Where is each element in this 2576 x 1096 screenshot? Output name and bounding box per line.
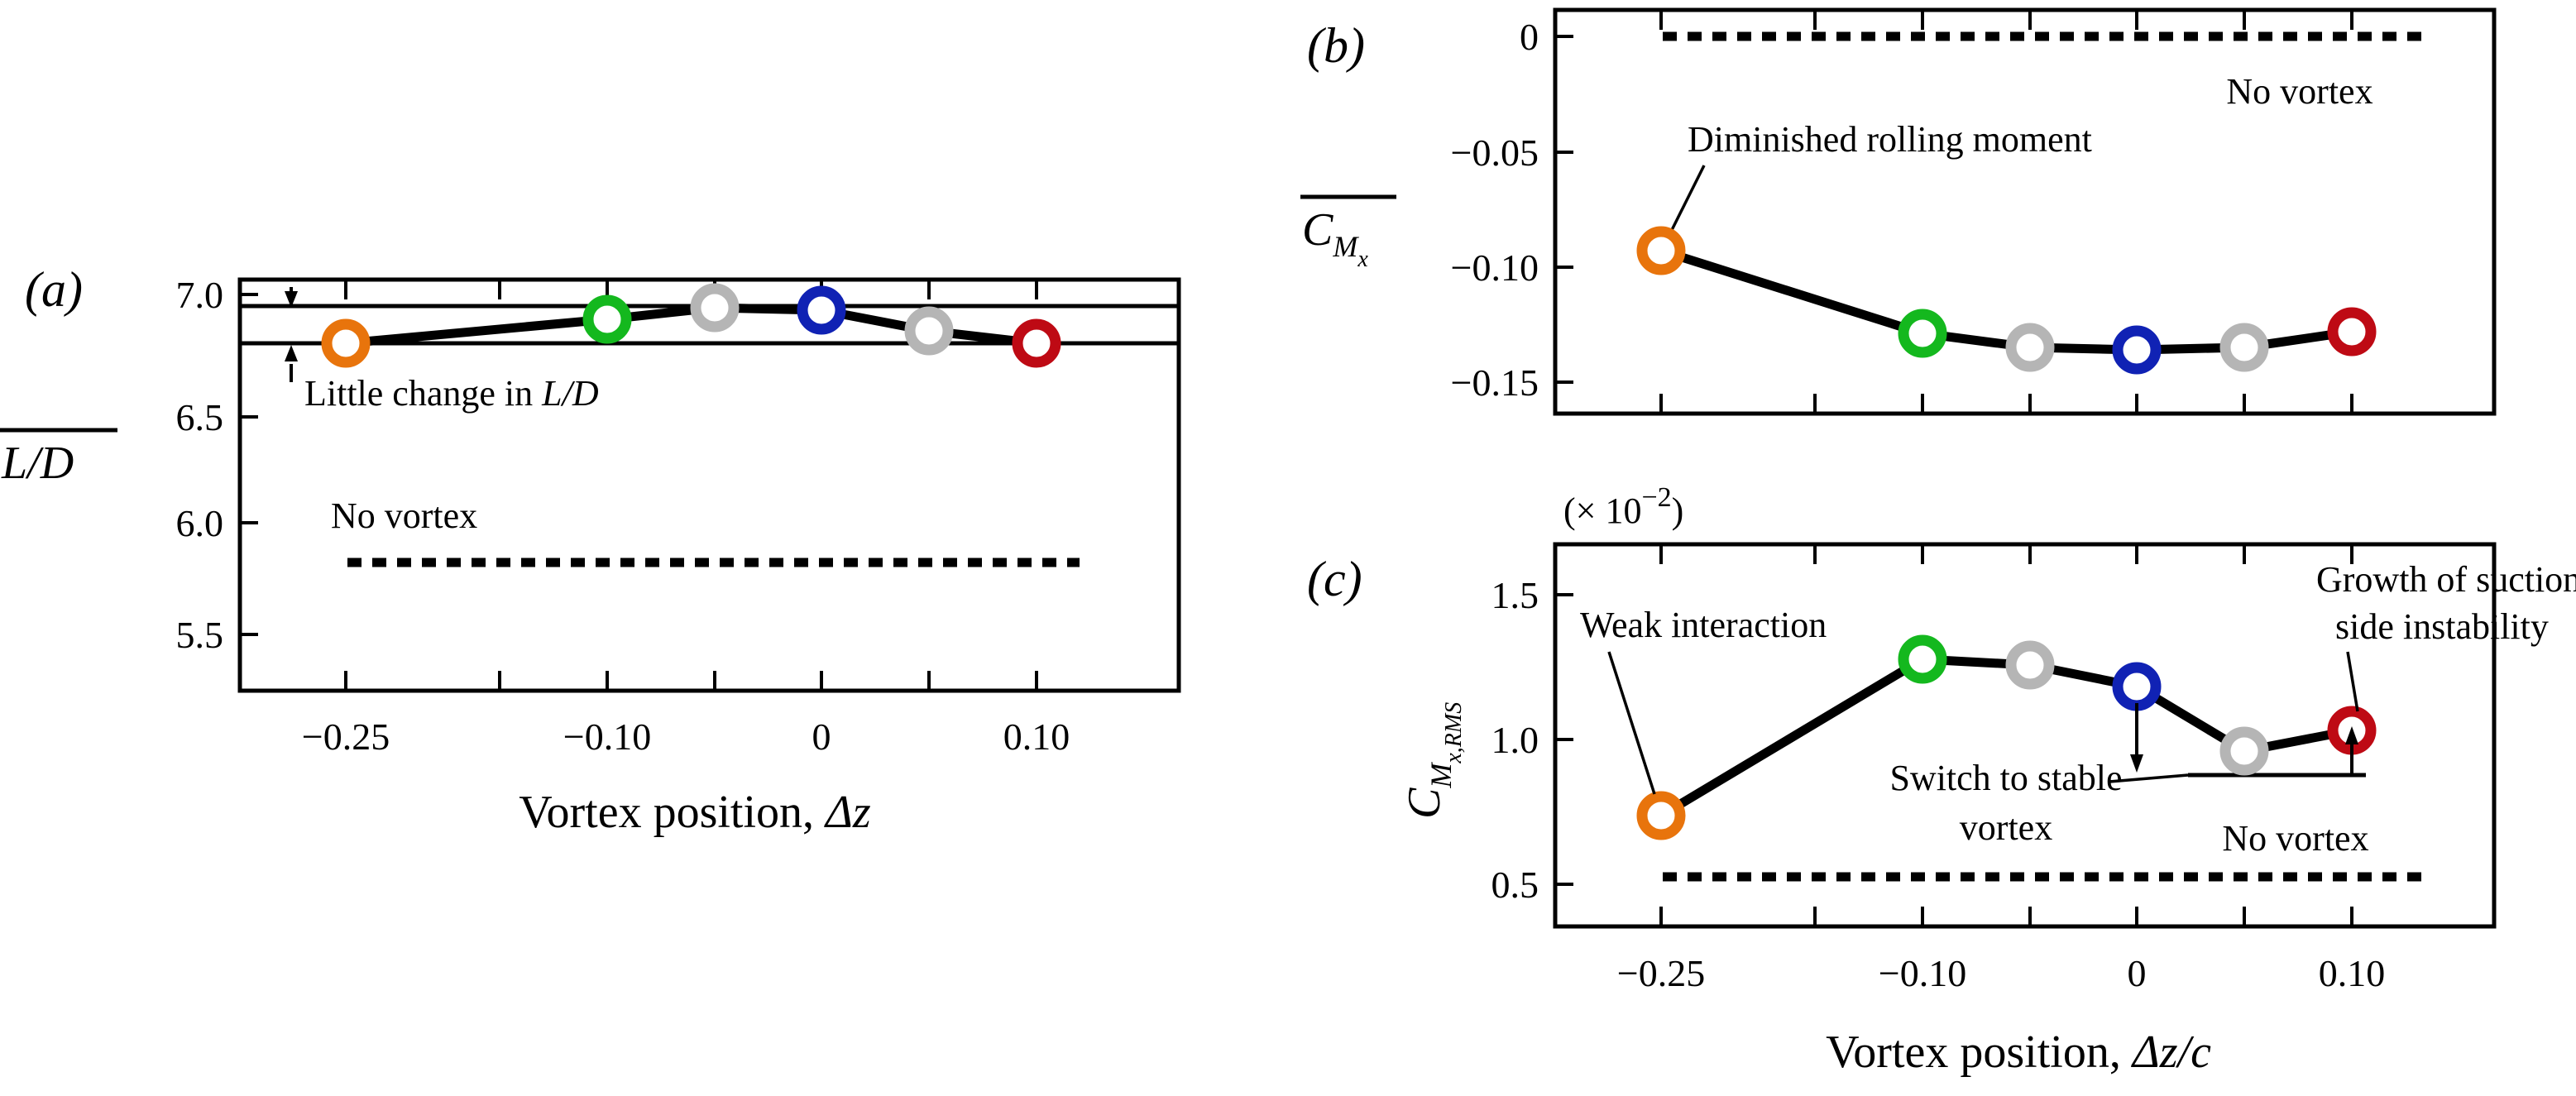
- panel-c-xtick-0: −0.25: [1617, 952, 1705, 994]
- panel-a-ytick-2: 6.0: [176, 502, 224, 544]
- panel-a-marker-gray-1: [690, 283, 740, 333]
- panel-c-plot-frame: [1553, 542, 2497, 929]
- panel-c-marker-blue: [2112, 662, 2162, 711]
- panel-b-letter: (b): [1307, 18, 1365, 73]
- panel-c-growth-arrow: [2345, 726, 2358, 776]
- panel-c-x-ticks: [1659, 544, 2353, 926]
- panel-b-ytick-1: −0.05: [1451, 132, 1539, 174]
- panel-b-ytick-2: −0.10: [1451, 246, 1539, 289]
- panel-b-marker-blue: [2112, 325, 2162, 375]
- panel-b-diminished-leader: [1665, 165, 1706, 241]
- panel-b-marker-green: [1898, 309, 1947, 358]
- panel-b-marker-orange: [1636, 226, 1686, 275]
- panel-b-marker-gray-1: [2005, 323, 2055, 372]
- panel-c-y-ticks: [1555, 593, 1573, 886]
- panel-a: (a) L/D 7.0 6.5 6.0 5.5: [0, 0, 1274, 1096]
- panel-a-xtick-2: −0.10: [563, 716, 651, 758]
- panel-a-marker-blue: [797, 285, 846, 335]
- panel-b-svg: (b) CMx 0 −0.05 −0.10 −0.15: [1300, 7, 2497, 416]
- panel-a-plot-frame: [237, 277, 1181, 693]
- panel-c-xtick-4: 0: [2128, 952, 2147, 994]
- panel-c-ytick-1: 1.0: [1491, 719, 1539, 761]
- panel-c-marker-gray-2: [2219, 726, 2269, 776]
- panel-c-ylabel-text: CMx,RMS: [1399, 702, 1467, 819]
- panel-c-switch-label-2: vortex: [1960, 807, 2052, 848]
- panel-a-marker-orange: [321, 318, 371, 368]
- panel-a-ylabel-text: L/D: [1, 438, 74, 489]
- panel-b-ytick-0: 0: [1520, 16, 1539, 58]
- panel-c-growth-leader: [2346, 651, 2359, 712]
- panel-c-ytick-0: 1.5: [1491, 574, 1539, 616]
- panel-b-x-ticks: [1659, 10, 2353, 414]
- panel-c-ylabel: CMx,RMS: [1399, 702, 1467, 819]
- panel-c-ytick-2: 0.5: [1491, 864, 1539, 906]
- panel-a-xtick-4: 0: [812, 716, 831, 758]
- panel-c-switch-label-1: Switch to stable: [1889, 758, 2122, 798]
- panel-b-y-ticks: [1555, 35, 1573, 384]
- panel-b-marker-red: [2327, 307, 2377, 357]
- panel-b-ylabel-text: CMx: [1302, 204, 1368, 272]
- panel-a-xlabel: Vortex position, Δz: [519, 787, 871, 838]
- panel-c-weak-label: Weak interaction: [1580, 605, 1827, 645]
- panel-c-switch-leader: [2109, 773, 2189, 783]
- panel-a-marker-gray-2: [904, 306, 954, 356]
- panel-a-letter: (a): [25, 262, 83, 317]
- panel-b: (b) CMx 0 −0.05 −0.10 −0.15: [1290, 0, 2576, 463]
- panel-c-marker-green: [1898, 634, 1947, 684]
- panel-c-marker-gray-1: [2005, 640, 2055, 690]
- panel-b-ylabel: CMx: [1300, 194, 1396, 272]
- panel-c: (c) (× 10−2) CMx,RMS 1.5 1.0 0.5: [1290, 463, 2576, 1096]
- panel-c-scale-note: (× 10−2): [1563, 482, 1683, 531]
- panel-a-svg: (a) L/D 7.0 6.5 6.0 5.5: [0, 262, 1181, 838]
- panel-a-marker-green: [582, 294, 632, 344]
- panel-a-xtick-0: −0.25: [302, 716, 390, 758]
- panel-c-xlabel: Vortex position, Δz/c: [1826, 1027, 2211, 1078]
- panel-a-no-vortex-label: No vortex: [331, 495, 477, 536]
- panel-c-letter: (c): [1307, 552, 1362, 606]
- panel-b-plot-frame: [1553, 7, 2497, 416]
- panel-a-little-change-label: Little change in L/D: [304, 373, 599, 414]
- panel-c-switch-arrow: [2130, 703, 2143, 773]
- panel-c-weak-leader: [1607, 651, 1656, 795]
- panel-a-ytick-3: 5.5: [176, 614, 224, 656]
- panel-c-svg: (c) (× 10−2) CMx,RMS 1.5 1.0 0.5: [1307, 482, 2576, 1078]
- panel-c-xtick-6: 0.10: [2319, 952, 2386, 994]
- panel-c-xtick-2: −0.10: [1879, 952, 1966, 994]
- panel-a-little-change-arrows: [285, 287, 298, 382]
- panel-c-marker-orange: [1636, 791, 1686, 840]
- panel-c-no-vortex-label: No vortex: [2222, 818, 2368, 859]
- panel-b-no-vortex-label: No vortex: [2226, 71, 2373, 112]
- panel-a-marker-red: [1012, 318, 1061, 368]
- panel-a-xtick-6: 0.10: [1003, 716, 1070, 758]
- panel-a-y-ticks: [240, 293, 258, 636]
- panel-b-diminished-label: Diminished rolling moment: [1688, 119, 2092, 160]
- panel-c-growth-label-1: Growth of suction-: [2316, 559, 2576, 600]
- panel-b-ytick-3: −0.15: [1451, 361, 1539, 404]
- panel-c-growth-label-2: side instability: [2335, 606, 2549, 647]
- panel-a-ylabel: L/D: [0, 428, 117, 489]
- panel-a-ytick-1: 6.5: [176, 396, 224, 438]
- panel-b-marker-gray-2: [2219, 323, 2269, 372]
- panel-a-ytick-0: 7.0: [176, 274, 224, 316]
